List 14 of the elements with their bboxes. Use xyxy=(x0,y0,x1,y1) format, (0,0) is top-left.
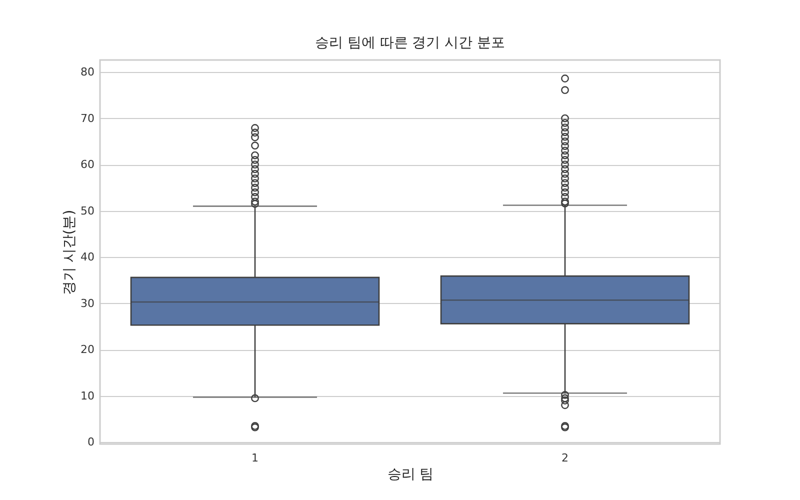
x-tick-label: 1 xyxy=(252,452,258,464)
y-tick-label: 0 xyxy=(88,436,94,449)
y-axis-title: 경기 시간(분) xyxy=(62,210,78,296)
chart-title: 승리 팀에 따른 경기 시간 분포 xyxy=(314,35,506,51)
y-tick-label: 60 xyxy=(80,158,94,172)
y-tick-label: 30 xyxy=(80,296,94,310)
y-tick-label: 10 xyxy=(80,389,94,402)
y-tick-label: 40 xyxy=(80,250,94,264)
x-tick-label: 2 xyxy=(562,452,568,464)
x-axis-title: 승리 팀 xyxy=(387,466,434,482)
y-tick-label: 70 xyxy=(80,112,94,125)
y-tick-label: 20 xyxy=(80,343,94,356)
y-tick-label: 80 xyxy=(80,66,94,79)
y-tick-label: 50 xyxy=(80,204,94,218)
